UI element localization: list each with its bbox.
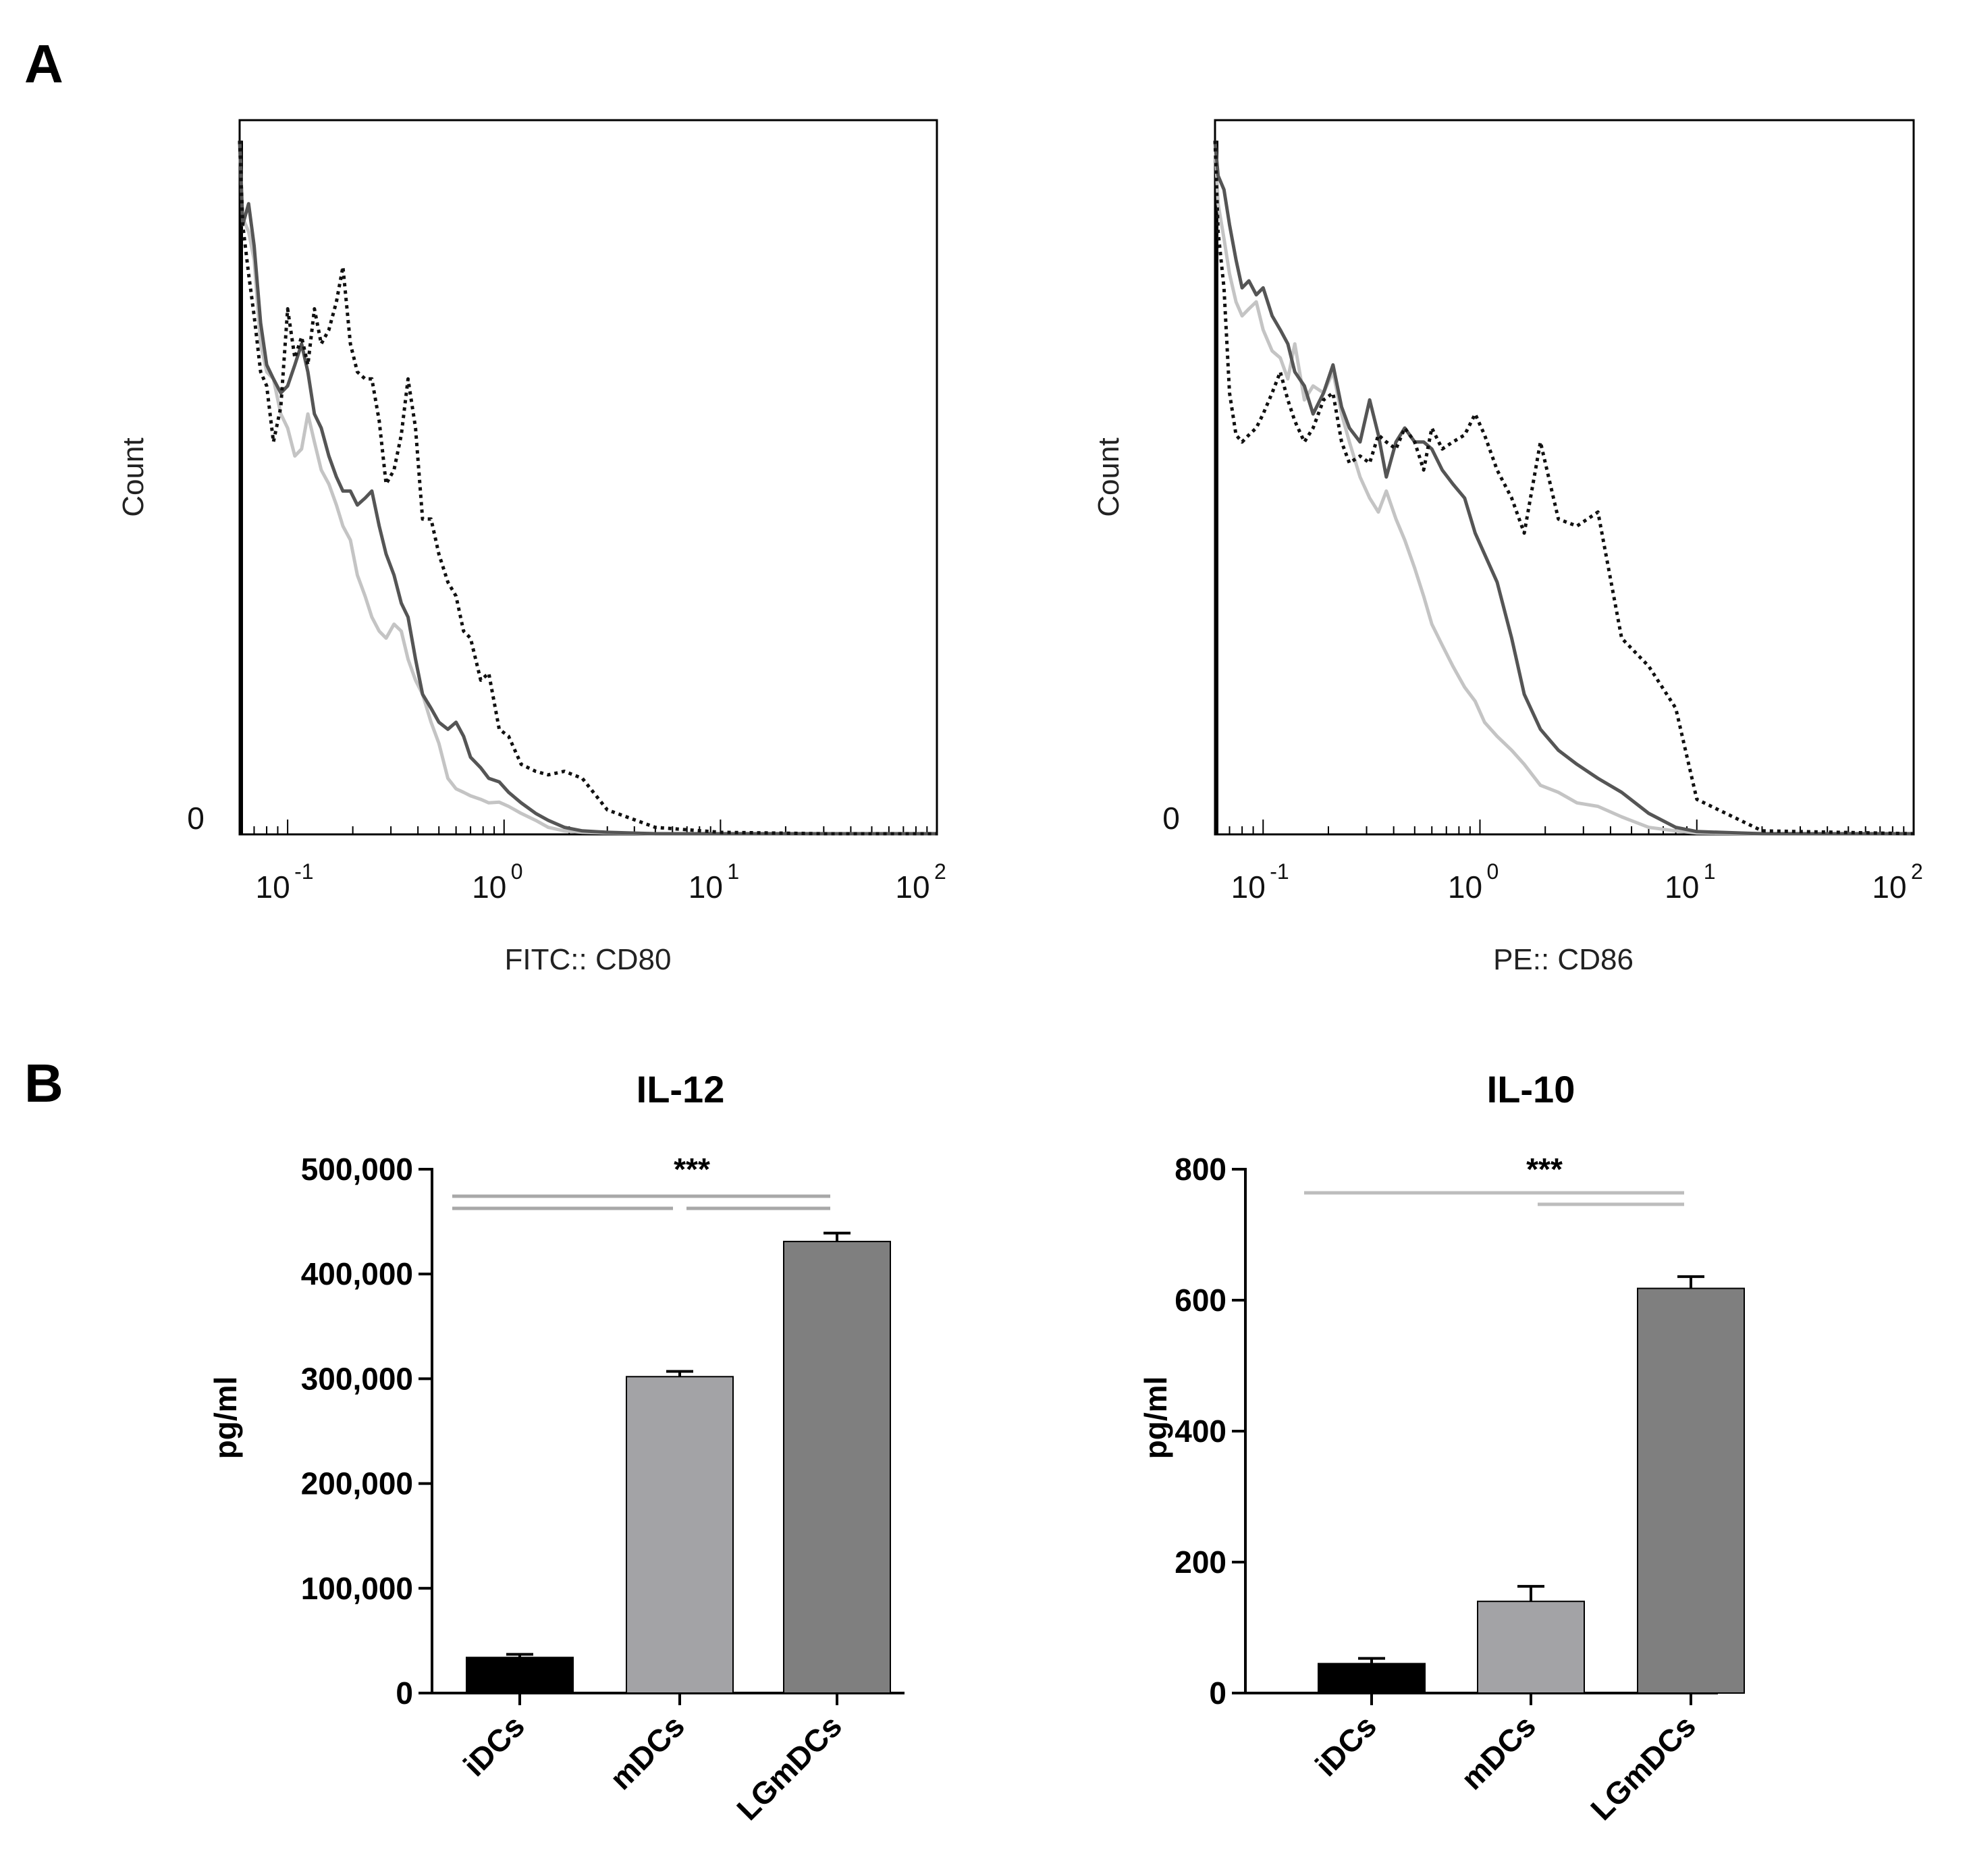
bar-iDCs	[1318, 1663, 1426, 1694]
x-tick-label-base: 10	[1448, 869, 1482, 905]
bar-iDCs	[466, 1657, 574, 1694]
x-tick-label-exponent: -1	[1270, 859, 1289, 884]
y-tick-label: 400	[1175, 1414, 1226, 1449]
y-tick-label: 800	[1175, 1152, 1226, 1187]
x-tick-label-base: 10	[1665, 869, 1699, 905]
x-tick-label-exponent: 1	[727, 859, 739, 884]
y-tick-label: 200,000	[301, 1466, 413, 1501]
histogram-series-dotted	[238, 140, 937, 836]
x-tick-label-base: 10	[256, 869, 290, 905]
x-tick-label-exponent: 0	[511, 859, 523, 884]
x-tick-label-base: 10	[1872, 869, 1906, 905]
bar-LGmDCs	[783, 1241, 891, 1694]
bar-LGmDCs	[1637, 1287, 1745, 1694]
x-axis-title: FITC:: CD80	[505, 943, 672, 976]
y-tick-label: 400,000	[301, 1256, 413, 1291]
il12-bar-chart: IL-12 0 100,000 200,000 300,000 400,000 500,00…	[208, 1068, 905, 1827]
x-axis-title: PE:: CD86	[1493, 943, 1634, 976]
significance-stars: ***	[674, 1152, 710, 1187]
histogram-series-dark-gray	[238, 140, 937, 836]
y-tick-label: 0	[1209, 1676, 1226, 1711]
histogram-series-dotted	[1213, 140, 1914, 836]
category-label: iDCs	[456, 1708, 531, 1783]
y-tick-label: 500,000	[301, 1152, 413, 1187]
y-axis-title: Count	[117, 437, 150, 516]
x-tick-label-exponent: -1	[294, 859, 313, 884]
significance-stars: ***	[1526, 1152, 1563, 1187]
histogram-series-light-gray	[1213, 140, 1914, 836]
category-label: LGmDCs	[1584, 1708, 1702, 1827]
histogram-series-light-gray	[238, 140, 937, 836]
histogram-series-dark-gray	[1213, 140, 1914, 836]
category-label: mDCs	[603, 1708, 691, 1796]
plot-frame	[1214, 119, 1915, 836]
y-tick-label-zero: 0	[187, 801, 205, 836]
x-tick-label-exponent: 2	[934, 859, 946, 884]
x-tick-label-base: 10	[895, 869, 929, 905]
panel-b-label: B	[24, 1053, 63, 1113]
y-axis-title: pg/ml	[208, 1376, 243, 1459]
x-tick-label-base: 10	[689, 869, 723, 905]
category-label: iDCs	[1308, 1708, 1383, 1783]
y-tick-label: 600	[1175, 1283, 1226, 1318]
y-axis-title: Count	[1092, 437, 1125, 516]
x-tick-label-exponent: 1	[1704, 859, 1716, 884]
bar-mDCs	[1477, 1601, 1585, 1694]
y-tick-label: 0	[396, 1676, 413, 1711]
category-label: mDCs	[1454, 1708, 1542, 1796]
chart-title: IL-10	[1487, 1068, 1575, 1110]
plot-frame	[238, 119, 938, 836]
y-tick-label: 100,000	[301, 1571, 413, 1606]
bar-mDCs	[626, 1376, 734, 1694]
x-tick-label-base: 10	[1231, 869, 1266, 905]
x-tick-label-exponent: 0	[1487, 859, 1499, 884]
panel-a-label: A	[24, 34, 63, 94]
y-axis-title: pg/ml	[1138, 1376, 1173, 1459]
chart-title: IL-12	[637, 1068, 725, 1110]
category-label: LGmDCs	[730, 1708, 848, 1827]
y-tick-label-zero: 0	[1162, 801, 1180, 836]
x-tick-label-base: 10	[472, 869, 506, 905]
y-tick-label: 300,000	[301, 1361, 413, 1396]
x-tick-label-exponent: 2	[1911, 859, 1923, 884]
il10-bar-chart: IL-10 0 200 400 600 800 pg/ml iDCs mDCs LGmDCs ***	[1138, 1068, 1745, 1827]
y-tick-label: 200	[1175, 1545, 1226, 1580]
